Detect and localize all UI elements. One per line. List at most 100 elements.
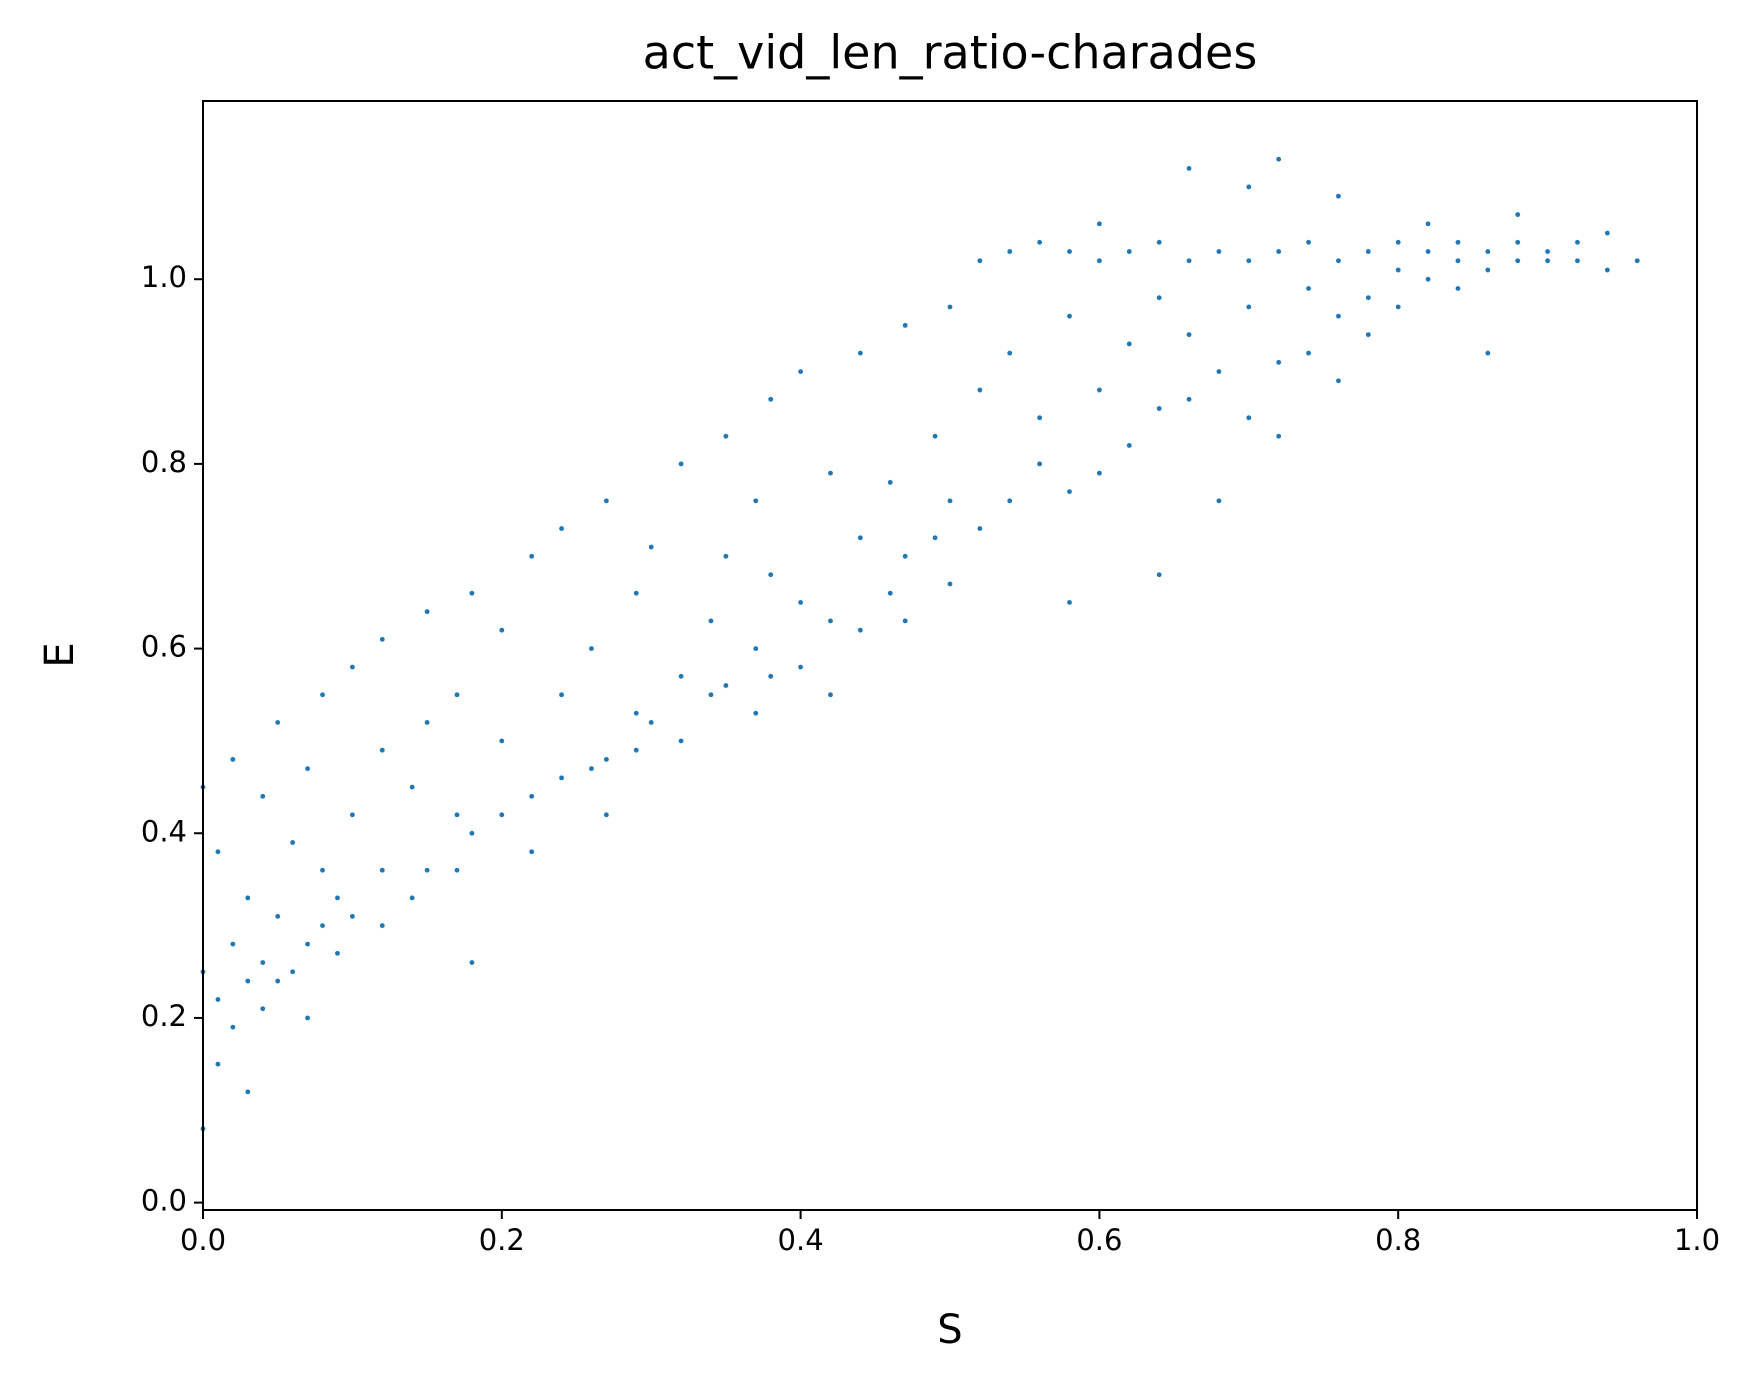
point xyxy=(932,433,938,439)
point xyxy=(708,618,714,624)
point xyxy=(603,756,610,763)
point xyxy=(215,848,221,855)
point xyxy=(857,350,864,356)
point xyxy=(379,636,386,643)
point xyxy=(454,691,460,698)
point xyxy=(409,784,415,790)
point xyxy=(1335,257,1342,264)
point xyxy=(409,895,415,901)
point xyxy=(633,747,640,753)
point xyxy=(1036,461,1043,467)
point xyxy=(349,664,356,670)
y-tick-label: 1.0 xyxy=(141,260,187,294)
point xyxy=(678,673,684,680)
point xyxy=(1275,248,1282,255)
point xyxy=(932,534,938,541)
point xyxy=(1425,221,1431,227)
point xyxy=(319,922,326,929)
point xyxy=(1604,267,1611,273)
point xyxy=(1156,405,1162,412)
point xyxy=(752,498,759,504)
point xyxy=(977,525,983,532)
point xyxy=(797,599,804,606)
point xyxy=(334,950,341,957)
point xyxy=(1485,248,1491,255)
point xyxy=(723,682,729,689)
point xyxy=(797,664,804,670)
point xyxy=(304,1015,311,1021)
point xyxy=(1246,184,1252,190)
point xyxy=(902,618,908,624)
point xyxy=(1275,156,1282,162)
point xyxy=(767,396,774,403)
point xyxy=(1544,257,1551,264)
point xyxy=(1126,442,1133,449)
point xyxy=(1186,257,1192,264)
point xyxy=(1544,248,1551,255)
point xyxy=(528,553,535,560)
point xyxy=(1066,599,1073,606)
point xyxy=(857,627,864,633)
point xyxy=(723,433,729,439)
point xyxy=(1246,414,1252,421)
point xyxy=(424,608,430,615)
point xyxy=(274,978,281,984)
point xyxy=(349,913,356,920)
point xyxy=(1335,193,1342,199)
y-tick-label: 0.8 xyxy=(141,445,187,479)
point xyxy=(424,719,430,726)
point xyxy=(1395,267,1401,273)
point xyxy=(1514,239,1521,246)
point xyxy=(245,978,251,984)
point xyxy=(887,590,894,596)
point xyxy=(1066,313,1073,319)
point xyxy=(1365,331,1372,338)
point xyxy=(319,867,326,873)
point xyxy=(797,368,804,375)
point xyxy=(454,811,460,818)
point xyxy=(1156,571,1162,578)
point xyxy=(1126,341,1133,347)
point xyxy=(1425,276,1431,283)
point xyxy=(588,765,595,772)
point xyxy=(215,996,221,1003)
point xyxy=(454,867,460,873)
point xyxy=(1485,350,1491,356)
point xyxy=(767,571,774,578)
point xyxy=(1036,239,1043,246)
point xyxy=(1156,239,1162,246)
point xyxy=(274,913,281,920)
point xyxy=(230,941,236,947)
point xyxy=(334,895,341,901)
point xyxy=(259,1005,266,1012)
point xyxy=(1066,488,1073,495)
point xyxy=(379,747,386,753)
point xyxy=(230,1024,236,1030)
point xyxy=(648,719,655,726)
point xyxy=(1036,414,1043,421)
y-axis-label: E xyxy=(37,642,83,667)
point xyxy=(603,811,610,818)
y-tick-label: 0.0 xyxy=(141,1184,187,1218)
point xyxy=(289,839,296,846)
point xyxy=(977,387,983,393)
x-tick-label: 0.2 xyxy=(479,1223,525,1257)
point xyxy=(469,959,475,966)
point xyxy=(1574,239,1581,246)
point xyxy=(1395,239,1401,246)
point xyxy=(827,618,834,624)
point xyxy=(1514,257,1521,264)
point xyxy=(1305,285,1312,292)
point xyxy=(1455,285,1461,292)
point xyxy=(349,811,356,818)
point xyxy=(1006,248,1013,255)
point xyxy=(633,710,640,717)
point xyxy=(230,756,236,763)
point xyxy=(1216,368,1222,375)
point xyxy=(498,627,505,633)
point xyxy=(723,553,729,560)
point xyxy=(1395,304,1401,310)
point xyxy=(947,498,953,504)
point xyxy=(259,793,266,800)
